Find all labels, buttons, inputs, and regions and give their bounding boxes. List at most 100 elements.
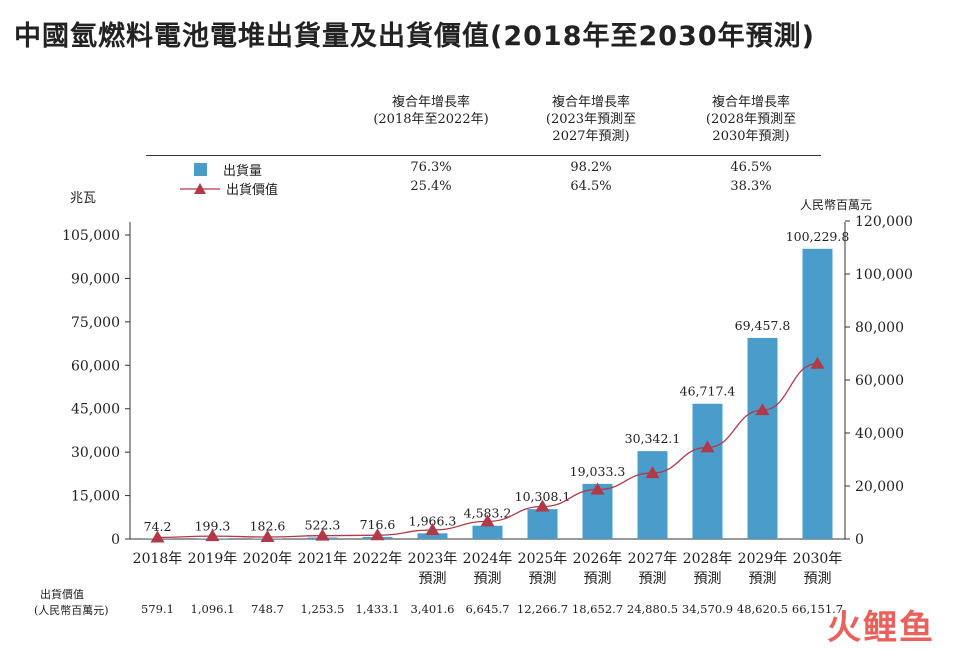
value-marker — [535, 499, 550, 512]
value-marker — [315, 528, 330, 541]
value-marker — [205, 529, 220, 542]
value-marker — [645, 466, 660, 479]
cagr-header-3: 複合年增長率 (2028年預測至 2030年預測) — [666, 94, 836, 145]
left-tick-label: 60,000 — [71, 358, 120, 374]
legend-label: 出貨價值 — [226, 183, 279, 198]
legend-item-value: 出貨價值 — [180, 179, 278, 198]
value-data-label: 66,151.7 — [792, 602, 843, 616]
x-tick-label: 2019年 — [188, 551, 238, 567]
x-tick-label: 2022年 — [353, 551, 403, 567]
x-tick-label: 2018年 — [133, 551, 183, 567]
legend-label: 出貨量 — [223, 164, 263, 179]
left-axis-unit: 兆瓦 — [70, 191, 97, 206]
bar-data-label: 74.2 — [144, 519, 172, 534]
right-tick-label: 100,000 — [855, 267, 913, 283]
value-marker — [700, 440, 715, 453]
right-tick-label: 80,000 — [855, 320, 904, 336]
cagr-shipment-3: 46.5% — [730, 160, 772, 175]
x-tick-sublabel: 預測 — [694, 571, 722, 587]
x-tick-label: 2024年 — [463, 551, 513, 567]
x-tick-sublabel: 預測 — [749, 571, 777, 587]
value-marker — [810, 356, 825, 369]
value-marker — [150, 530, 165, 543]
bottom-label-line1: 出貨價值 — [40, 588, 84, 601]
value-data-label: 1,433.1 — [356, 602, 400, 616]
value-series-line — [157, 363, 818, 539]
x-tick-label: 2030年 — [793, 551, 843, 567]
x-tick-sublabel: 預測 — [419, 571, 447, 587]
bar-data-label: 69,457.8 — [735, 318, 791, 333]
legend-bar-swatch — [194, 163, 207, 176]
bar-data-label: 4,583.2 — [464, 506, 512, 521]
value-data-label: 748.7 — [251, 602, 284, 616]
cagr-value-1: 25.4% — [410, 179, 452, 194]
right-axis-unit: 人民幣百萬元 — [800, 198, 873, 212]
bar-data-label: 1,966.3 — [409, 513, 457, 528]
cagr-value-2: 64.5% — [570, 179, 612, 194]
cagr-header-line: (2018年至2022年) — [373, 112, 489, 127]
bar — [527, 509, 558, 539]
x-tick-sublabel: 預測 — [639, 571, 667, 587]
bar-data-label: 46,717.4 — [680, 384, 736, 399]
x-tick-sublabel: 預測 — [529, 571, 557, 587]
value-data-label: 48,620.5 — [737, 602, 788, 616]
right-tick-label: 20,000 — [855, 479, 904, 495]
value-data-label: 12,266.7 — [517, 602, 568, 616]
value-data-label: 34,570.9 — [682, 602, 733, 616]
bar — [472, 525, 503, 539]
left-tick-label: 75,000 — [71, 315, 120, 331]
bar-data-label: 716.6 — [360, 517, 396, 532]
bar — [692, 403, 723, 539]
bar-data-label: 182.6 — [250, 518, 286, 533]
page-title: 中國氫燃料電池電堆出貨量及出貨價值(2018年至2030年預測) — [14, 21, 815, 52]
x-tick-label: 2025年 — [518, 551, 568, 567]
cagr-shipment-2: 98.2% — [570, 160, 612, 175]
x-tick-label: 2027年 — [628, 551, 678, 567]
x-tick-label: 2023年 — [408, 551, 458, 567]
cagr-header-line: 複合年增長率 — [711, 95, 790, 110]
bar — [802, 248, 833, 540]
right-tick-label: 60,000 — [855, 373, 904, 389]
value-data-label: 1,253.5 — [301, 602, 345, 616]
x-tick-sublabel: 預測 — [584, 571, 612, 587]
value-marker — [370, 528, 385, 541]
x-tick-sublabel: 預測 — [804, 571, 832, 587]
cagr-header-line: 2027年預測) — [552, 129, 630, 144]
x-tick-sublabel: 預測 — [474, 571, 502, 587]
legend-item-shipment: 出貨量 — [178, 160, 262, 179]
cagr-header-line: (2023年預測至 — [545, 112, 637, 127]
right-tick-label: 120,000 — [855, 214, 913, 230]
cagr-header-2: 複合年增長率 (2023年預測至 2027年預測) — [506, 94, 676, 145]
left-tick-label: 105,000 — [62, 228, 120, 244]
legend-line-swatch — [180, 182, 220, 195]
cagr-header-line: 複合年增長率 — [551, 95, 630, 110]
value-data-label: 18,652.7 — [572, 602, 623, 616]
value-marker — [480, 514, 495, 527]
value-data-label: 1,096.1 — [191, 602, 235, 616]
right-tick-label: 40,000 — [855, 426, 904, 442]
value-data-label: 3,401.6 — [411, 602, 455, 616]
bar-data-label: 100,229.8 — [786, 229, 850, 244]
cagr-shipment-1: 76.3% — [410, 160, 452, 175]
cagr-header-1: 複合年增長率 (2018年至2022年) — [346, 94, 516, 128]
x-tick-label: 2028年 — [683, 551, 733, 567]
value-data-label: 24,880.5 — [627, 602, 678, 616]
x-tick-label: 2026年 — [573, 551, 623, 567]
bar-data-label: 522.3 — [305, 517, 341, 532]
bar-data-label: 10,308.1 — [515, 489, 571, 504]
cagr-header-line: (2028年預測至 — [705, 112, 797, 127]
left-tick-label: 0 — [111, 532, 120, 548]
bar — [637, 451, 668, 539]
value-marker — [260, 530, 275, 543]
cagr-divider — [146, 155, 821, 156]
value-marker — [755, 403, 770, 416]
cagr-header-line: 2030年預測) — [712, 129, 790, 144]
left-tick-label: 45,000 — [71, 402, 120, 418]
bar — [747, 337, 778, 539]
bar-data-label: 30,342.1 — [625, 431, 681, 446]
bar-data-label: 199.3 — [195, 518, 231, 533]
left-tick-label: 90,000 — [71, 271, 120, 287]
value-marker — [425, 522, 440, 535]
x-tick-label: 2020年 — [243, 551, 293, 567]
x-tick-label: 2021年 — [298, 551, 348, 567]
